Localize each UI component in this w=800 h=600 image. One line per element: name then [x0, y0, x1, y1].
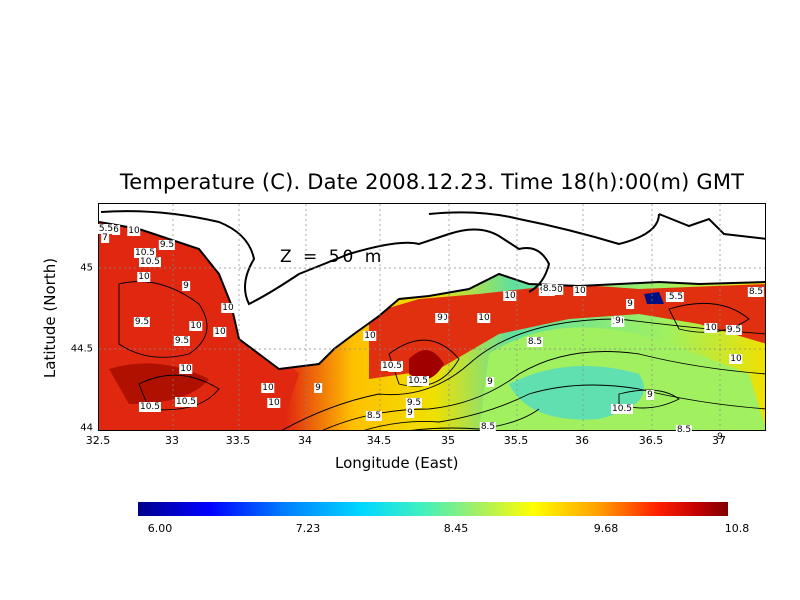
y-tick-label: 44.5: [70, 343, 93, 355]
contour-label: 9: [436, 313, 444, 323]
contour-label: 9: [646, 390, 654, 400]
contour-label: 8.5: [675, 425, 693, 435]
contour-label: 9: [406, 408, 414, 418]
x-tick-label: 34: [298, 434, 312, 447]
hot-eddy: [409, 350, 444, 380]
contour-label: 9.5: [173, 336, 191, 346]
cold-spot: [644, 292, 664, 304]
contour-label: 8.5: [747, 287, 765, 297]
contour-label: 9.5: [405, 398, 423, 408]
x-tick-label: 35.5: [503, 434, 529, 447]
temperature-map: [98, 203, 766, 431]
contour-label: 10: [189, 321, 203, 331]
y-tick-label: 44: [80, 422, 93, 434]
colorbar-tick-label: 6.00: [147, 522, 173, 535]
coastline: [99, 221, 765, 371]
x-tick-label: 33: [165, 434, 179, 447]
x-tick-label: 34.5: [366, 434, 392, 447]
contour-label: 10: [267, 398, 281, 408]
contour-label: 10: [477, 313, 491, 323]
contour-label: 10: [363, 331, 377, 341]
contour-label: 10: [261, 383, 275, 393]
contour-label: 10: [221, 303, 235, 313]
y-tick-label: 45: [80, 262, 93, 274]
contour-label: 10.5: [380, 361, 404, 371]
contour-label: 10: [179, 364, 193, 374]
contour-label: 9.5: [158, 240, 176, 250]
contour-label: 10.5: [406, 376, 430, 386]
contour-label: 10: [137, 272, 151, 282]
colorbar-tick-label: 8.45: [443, 522, 469, 535]
colorbar-tick-label: 10.8: [724, 522, 750, 535]
contour-label: 9: [486, 377, 494, 387]
contour-label: 9: [182, 281, 190, 291]
contour-label: 7: [101, 233, 109, 243]
contour-label: 10.5: [138, 257, 162, 267]
colorbar-tick-label: 7.23: [295, 522, 321, 535]
colorbar: [138, 502, 728, 516]
crimea-outline: [100, 210, 551, 306]
x-tick-label: 36.5: [638, 434, 664, 447]
contour-label: 10: [573, 286, 587, 296]
contour-label: 10: [213, 327, 227, 337]
contour-label: 9.5: [133, 317, 151, 327]
contour-label: 8.5: [365, 411, 383, 421]
contour-label: 5.5: [97, 224, 115, 234]
contour-label: 6: [112, 225, 120, 235]
contour-label: 9: [314, 383, 322, 393]
contour-label: 10.5: [610, 404, 634, 414]
contour-label: 8.5: [526, 337, 544, 347]
contour-label: 10.5: [133, 248, 157, 258]
map-title: Temperature (C). Date 2008.12.23. Time 1…: [119, 170, 745, 194]
x-tick-label: 37: [712, 434, 726, 447]
warm-north-strip: [369, 284, 765, 379]
depth-label: Z = 50 m: [280, 247, 385, 267]
contour-label: 10: [729, 354, 743, 364]
contour-label: 9: [716, 432, 724, 442]
x-tick-label: 32.5: [85, 434, 111, 447]
contour-label: 9: [614, 316, 622, 326]
azov-coast: [428, 211, 660, 246]
x-axis-label: Longitude (East): [335, 454, 459, 472]
contour-label: 10: [503, 291, 517, 301]
colorbar-tick-label: 9.68: [593, 522, 619, 535]
contour-label: 10.5: [138, 402, 162, 412]
contour-label: 9: [626, 299, 634, 309]
contour-label: 8.5: [479, 422, 497, 432]
x-tick-label: 33.5: [225, 434, 251, 447]
x-tick-label: 36: [575, 434, 589, 447]
map-svg: [99, 204, 765, 430]
contour-label: 9.5: [725, 325, 743, 335]
contour-label: 8.5: [541, 284, 559, 294]
cool-core: [509, 366, 644, 420]
contour-label: 5.5: [667, 292, 685, 302]
contour-label: 10: [127, 226, 141, 236]
kerch-coast: [658, 213, 765, 240]
x-tick-label: 35: [441, 434, 455, 447]
y-axis-label: Latitude (North): [41, 257, 59, 379]
contour-label: 10.5: [174, 397, 198, 407]
land: [99, 204, 765, 369]
contour-label: 10: [704, 323, 718, 333]
